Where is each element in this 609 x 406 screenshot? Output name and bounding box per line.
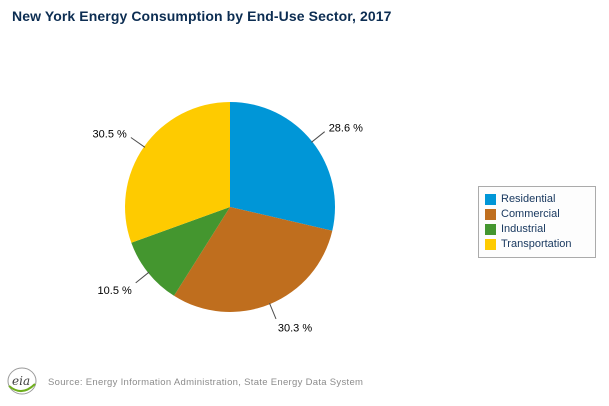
- pie-label-leader-transportation: [130, 137, 146, 148]
- pie-value-label-industrial: 10.5 %: [98, 285, 132, 297]
- pie-slice-transportation: [125, 102, 230, 243]
- pie-label-leader-industrial: [135, 271, 150, 284]
- legend-item-transportation: Transportation: [485, 238, 589, 251]
- source-text: Source: Energy Information Administratio…: [48, 376, 364, 388]
- legend: Residential Commercial Industrial Transport…: [478, 186, 596, 258]
- legend-label-transportation: Transportation: [501, 238, 572, 250]
- legend-swatch-transportation: [485, 239, 496, 250]
- legend-label-residential: Residential: [501, 193, 556, 205]
- legend-label-commercial: Commercial: [501, 208, 560, 220]
- pie-label-leader-residential: [311, 131, 326, 143]
- pie-value-label-commercial: 30.3 %: [278, 323, 312, 335]
- legend-item-residential: Residential: [485, 193, 589, 206]
- footer: eia Source: Energy Information Administr…: [6, 366, 363, 398]
- legend-label-industrial: Industrial: [501, 223, 546, 235]
- pie-value-label-transportation: 30.5 %: [93, 129, 127, 141]
- pie-value-label-residential: 28.6 %: [329, 123, 363, 135]
- pie-slice-industrial: [131, 207, 230, 296]
- legend-swatch-commercial: [485, 209, 496, 220]
- legend-swatch-residential: [485, 194, 496, 205]
- eia-logo-text: eia: [12, 374, 30, 388]
- pie-chart: 28.6 % 30.3 % 10.5 % 30.5 %: [93, 101, 363, 335]
- legend-swatch-industrial: [485, 224, 496, 235]
- pie-label-leader-commercial: [269, 303, 277, 320]
- chart-title: New York Energy Consumption by End-Use S…: [12, 8, 392, 24]
- pie-slice-commercial: [174, 207, 333, 312]
- eia-logo: eia: [7, 367, 37, 395]
- legend-item-industrial: Industrial: [485, 223, 589, 236]
- legend-item-commercial: Commercial: [485, 208, 589, 221]
- pie-slice-residential: [230, 101, 336, 231]
